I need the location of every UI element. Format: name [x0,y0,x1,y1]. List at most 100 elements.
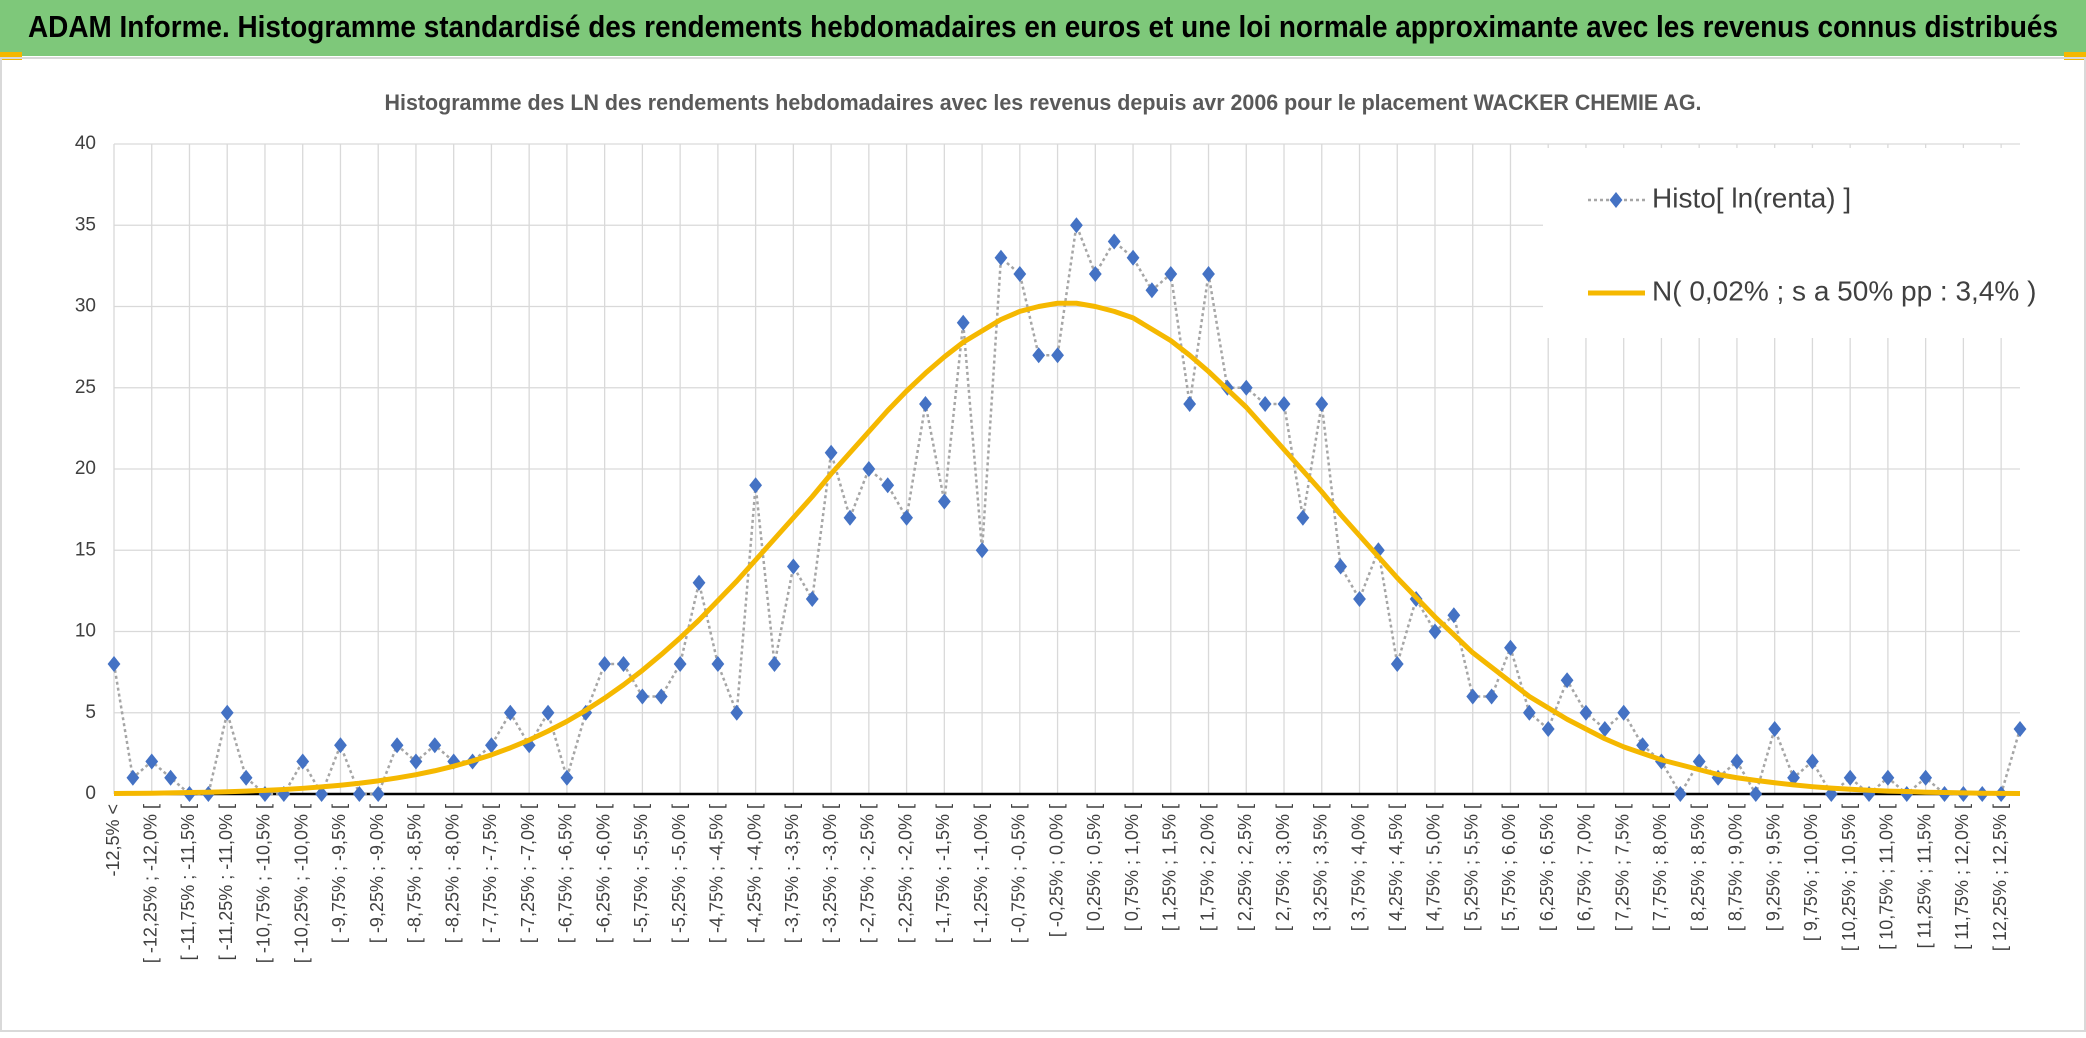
x-tick-label: [ 3,75% ; 4,0% [ [1348,804,1368,931]
y-tick-label: 25 [75,377,96,398]
x-tick-label: [ 4,25% ; 4,5% [ [1386,804,1406,931]
data-point [1485,688,1499,705]
x-tick-label: [ -1,25% ; -1,0% [ [971,804,991,943]
x-tick-label: [ -1,75% ; -1,5% [ [933,804,953,943]
data-point [900,509,913,526]
data-point [409,753,423,770]
x-tick-label: [ 5,75% ; 6,0% [ [1499,804,1519,931]
x-tick-label: [ 3,25% ; 3,5% [ [1311,804,1331,931]
data-point [1164,266,1178,282]
data-point [711,656,725,672]
x-tick-label: [ -2,75% ; -2,5% [ [858,804,878,943]
data-point [1768,721,1782,737]
data-point [145,753,159,770]
data-point [541,704,555,721]
data-point [1504,639,1517,656]
x-tick-label: [ 10,75% ; 11,0% [ [1877,804,1897,950]
data-point [1541,721,1555,737]
data-point [428,737,442,754]
x-tick-label: [ 2,75% ; 3,0% [ [1273,804,1293,931]
data-point [1881,769,1895,786]
data-point [164,769,178,786]
data-point [447,753,461,770]
data-point [1787,769,1800,786]
data-point [1070,217,1083,234]
chart-title: Histogramme des LN des rendements hebdom… [385,90,1702,115]
data-point [692,574,706,591]
data-point [239,769,253,786]
data-point [1126,249,1140,266]
data-point [126,769,140,786]
data-point [1334,558,1348,575]
data-point [881,477,895,494]
data-point [654,688,668,705]
data-point [1258,396,1272,412]
data-point [975,542,989,559]
x-tick-label: [ 11,75% ; 12,0% [ [1952,804,1972,950]
data-point [485,737,498,754]
x-tick-label: [ -9,25% ; -9,0% [ [367,804,387,943]
y-tick-label: 0 [85,783,96,804]
page-title: ADAM Informe. Histogramme standardisé de… [28,9,2058,44]
x-tick-label: [ -10,75% ; -10,5% [ [254,804,274,963]
data-point [1447,607,1461,624]
corner [2064,52,2086,60]
y-tick-label: 5 [85,702,96,723]
data-point [371,786,385,802]
x-tick-label: [ 9,75% ; 10,0% [ [1801,804,1821,941]
data-point [296,753,310,770]
x-tick-label: [ -0,75% ; -0,5% [ [1009,804,1029,943]
data-point [1315,396,1329,412]
x-tick-label: -12,5% < [103,804,123,877]
x-tick-label: [ 5,25% ; 5,5% [ [1461,804,1481,931]
data-point [390,737,404,754]
data-point [768,656,781,672]
y-tick-label: 30 [75,296,96,317]
data-point [1183,396,1197,412]
x-tick-label: [ -4,25% ; -4,0% [ [744,804,764,943]
legend-label: N( 0,02% ; s a 50% pp : 3,4% ) [1652,275,2036,306]
data-point [956,314,970,331]
x-tick-label: [ -4,75% ; -4,5% [ [707,804,727,943]
data-point [843,509,857,526]
data-point [862,461,876,477]
x-tick-label: [ 0,75% ; 1,0% [ [1122,804,1142,931]
data-point [334,737,347,754]
data-point [673,656,687,672]
data-point [730,704,744,721]
data-point [1806,753,1819,770]
data-point [919,396,932,412]
data-point [1919,769,1933,786]
data-point [1692,753,1706,770]
x-tick-label: [ -5,75% ; -5,5% [ [631,804,651,943]
data-point [1636,737,1649,754]
data-point [1277,396,1291,412]
x-tick-label: [ 8,75% ; 9,0% [ [1726,804,1746,931]
y-tick-label: 15 [75,539,96,560]
x-tick-label: [ 1,75% ; 2,0% [ [1197,804,1217,931]
data-point [994,249,1008,266]
data-point [1051,347,1064,364]
corner [0,52,22,60]
data-point [1730,753,1744,770]
y-tick-label: 20 [75,458,96,479]
data-point [1598,721,1612,737]
data-point [1088,266,1102,282]
data-point [1560,672,1574,689]
data-point [2013,721,2027,737]
data-point [786,558,800,575]
data-point [937,493,951,510]
x-tick-label: [ -11,75% ; -11,5% [ [178,804,198,960]
y-tick-label: 35 [75,214,96,235]
x-tick-label: [ 4,75% ; 5,0% [ [1424,804,1444,931]
x-tick-label: [ -6,75% ; -6,5% [ [556,804,576,943]
data-point [315,786,328,802]
data-point [1428,623,1442,640]
x-tick-label: [ -2,25% ; -2,0% [ [895,804,915,943]
data-point [107,656,121,672]
x-tick-label: [ 6,75% ; 7,0% [ [1575,804,1595,931]
banner [0,0,2086,56]
x-tick-label: [ -8,75% ; -8,5% [ [405,804,425,943]
legend-marker [1609,192,1623,208]
